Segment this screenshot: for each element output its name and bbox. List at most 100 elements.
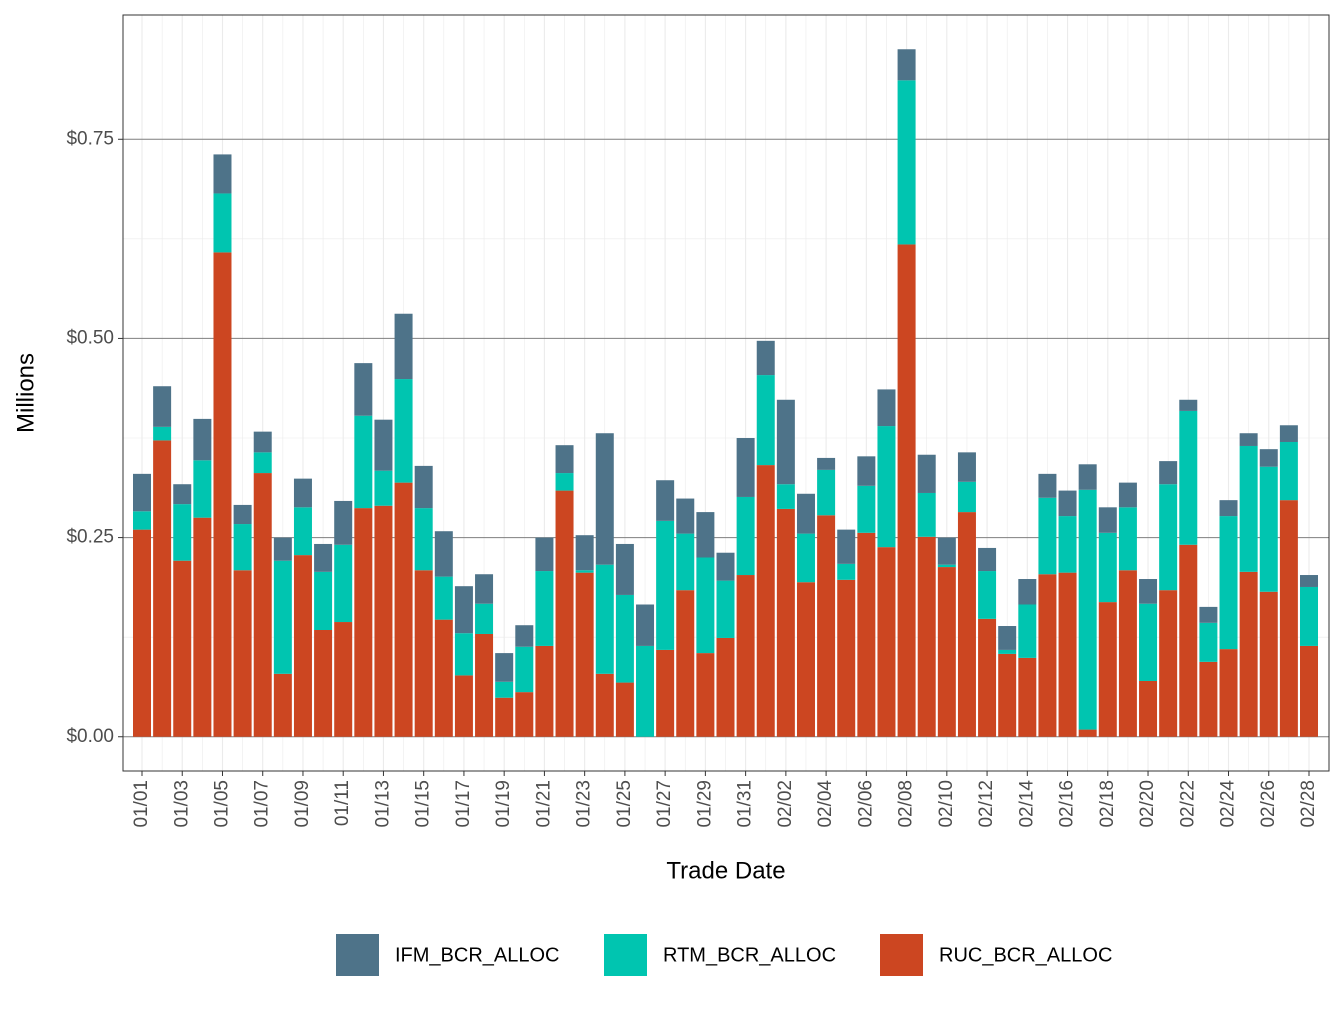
bar-segment <box>314 543 333 572</box>
bar-segment <box>857 532 876 737</box>
bar-segment <box>173 484 192 505</box>
bar-segment <box>656 520 675 650</box>
bar-segment <box>193 517 212 737</box>
bar-segment <box>1038 574 1057 737</box>
x-tick-label: 01/27 <box>654 780 675 828</box>
x-tick-label: 02/10 <box>936 780 957 828</box>
bar-segment <box>676 590 695 737</box>
bar-segment <box>756 340 775 376</box>
bar-segment <box>475 633 494 737</box>
bar-segment <box>595 673 614 737</box>
bar-segment <box>535 537 554 572</box>
bar-segment <box>293 478 312 508</box>
bar-segment <box>454 675 473 737</box>
bar-segment <box>334 500 353 545</box>
x-tick-label: 02/06 <box>855 780 876 828</box>
bar-segment <box>1199 661 1218 737</box>
bar-segment <box>696 557 715 654</box>
bar-segment <box>998 649 1017 654</box>
bar-segment <box>374 419 393 471</box>
legend-swatch <box>604 934 647 976</box>
bar-segment <box>1098 507 1117 533</box>
x-tick-label: 02/24 <box>1218 780 1239 828</box>
bar-segment <box>414 508 433 571</box>
bar-segment <box>615 682 634 737</box>
bar-segment <box>817 457 836 470</box>
x-tick-label: 01/09 <box>292 780 313 828</box>
bar-segment <box>213 252 232 737</box>
bar-segment <box>555 445 574 474</box>
bar-segment <box>676 533 695 591</box>
bar-segment <box>1219 500 1238 517</box>
bar-segment <box>796 493 815 534</box>
bar-segment <box>414 570 433 737</box>
bar-segment <box>756 375 775 466</box>
bar-segment <box>495 697 514 737</box>
bar-segment <box>133 529 151 737</box>
bar-segment <box>1300 575 1318 587</box>
bar-segment <box>1279 425 1298 442</box>
bar-segment <box>495 653 514 682</box>
x-tick-label: 02/20 <box>1137 780 1158 828</box>
bar-segment <box>615 543 634 595</box>
bar-segment <box>1259 591 1278 737</box>
bar-segment <box>293 555 312 737</box>
bar-segment <box>1058 490 1077 517</box>
bar-segment <box>817 469 836 516</box>
bar-segment <box>917 492 936 537</box>
bar-segment <box>716 580 735 638</box>
bar-segment <box>374 470 393 506</box>
bar-segment <box>736 496 755 576</box>
bar-segment <box>917 454 936 493</box>
bar-segment <box>475 603 494 634</box>
bar-segment <box>133 473 151 512</box>
bar-segment <box>897 49 916 81</box>
bar-segment <box>937 537 956 565</box>
bar-segment <box>917 536 936 737</box>
x-tick-label: 01/21 <box>533 780 554 828</box>
y-axis-title: Millions <box>12 353 39 433</box>
bar-segment <box>193 460 212 518</box>
bar-segment <box>1139 603 1158 681</box>
bar-segment <box>434 619 453 737</box>
bar-segment <box>233 570 252 737</box>
bar-segment <box>233 504 252 525</box>
x-tick-label: 02/12 <box>976 780 997 828</box>
bar-segment <box>595 564 614 674</box>
x-tick-label: 01/19 <box>493 780 514 828</box>
bar-segment <box>454 586 473 634</box>
bar-segment <box>1098 602 1117 737</box>
x-tick-label: 01/23 <box>574 780 595 828</box>
bar-segment <box>535 645 554 737</box>
bar-segment <box>153 440 172 737</box>
bar-segment <box>1118 482 1137 508</box>
x-tick-label: 02/26 <box>1258 780 1279 828</box>
bar-segment <box>796 582 815 737</box>
bar-segment <box>957 481 976 513</box>
x-tick-label: 01/03 <box>171 780 192 828</box>
bar-segment <box>978 571 997 619</box>
bar-segment <box>716 637 735 737</box>
bar-segment <box>575 570 594 573</box>
bar-segment <box>314 629 333 737</box>
bar-segment <box>1058 516 1077 573</box>
y-tick-label: $0.50 <box>66 327 114 348</box>
x-tick-label: 02/18 <box>1097 780 1118 828</box>
bar-segment <box>1118 507 1137 571</box>
bar-segment <box>253 452 272 474</box>
bar-segment <box>1118 570 1137 737</box>
bar-segment <box>937 567 956 737</box>
bar-segment <box>354 363 373 416</box>
bar-segment <box>776 508 795 737</box>
x-tick-label: 02/04 <box>815 780 836 828</box>
bar-segment <box>978 547 997 572</box>
bar-segment <box>193 418 212 461</box>
x-tick-label: 01/31 <box>735 780 756 828</box>
bar-segment <box>615 594 634 683</box>
x-tick-label: 01/13 <box>372 780 393 828</box>
bar-segment <box>716 552 735 581</box>
bar-segment <box>837 579 856 737</box>
bar-segment <box>515 692 534 737</box>
bar-segment <box>998 653 1017 737</box>
bar-segment <box>153 426 172 441</box>
